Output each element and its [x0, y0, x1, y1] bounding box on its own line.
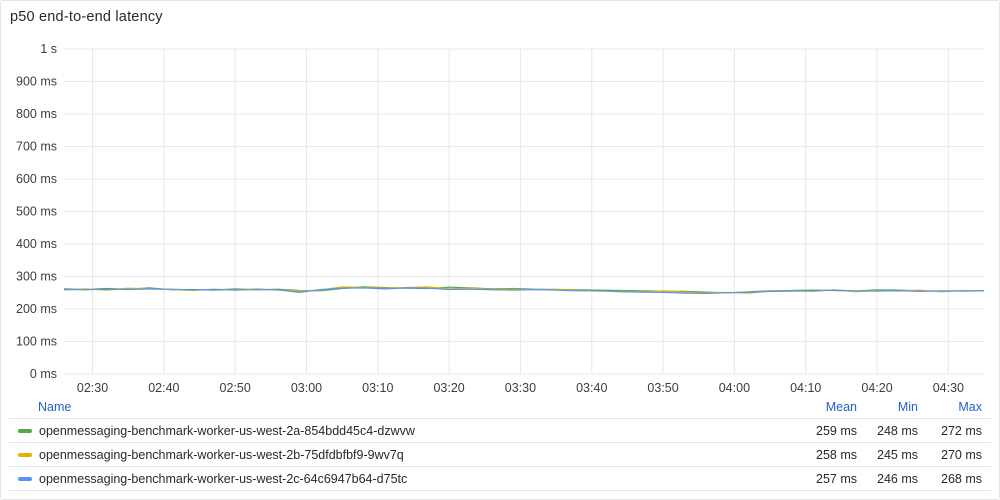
legend-row[interactable]: openmessaging-benchmark-worker-us-west-2…	[9, 467, 991, 491]
x-tick-label: 03:40	[576, 381, 607, 395]
series-swatch	[18, 453, 32, 457]
x-tick-label: 02:30	[77, 381, 108, 395]
legend-table: Name Mean Min Max openmessaging-benchmar…	[9, 397, 991, 491]
y-tick-label: 600 ms	[16, 172, 57, 186]
series-min: 246 ms	[877, 472, 918, 486]
y-tick-label: 700 ms	[16, 140, 57, 154]
series-line-3[interactable]	[63, 287, 985, 294]
series-mean: 257 ms	[816, 472, 857, 486]
legend-header-name[interactable]: Name	[38, 400, 72, 414]
series-min: 248 ms	[877, 424, 918, 438]
x-tick-label: 04:10	[790, 381, 821, 395]
series-name[interactable]: openmessaging-benchmark-worker-us-west-2…	[39, 472, 408, 486]
legend-header: Name Mean Min Max	[9, 397, 991, 419]
series-name[interactable]: openmessaging-benchmark-worker-us-west-2…	[39, 424, 415, 438]
x-tick-label: 03:00	[291, 381, 322, 395]
x-tick-label: 03:10	[362, 381, 393, 395]
series-swatch	[18, 429, 32, 433]
y-tick-label: 300 ms	[16, 270, 57, 284]
chart-grid	[64, 48, 984, 375]
series-max: 272 ms	[941, 424, 982, 438]
y-tick-label: 900 ms	[16, 75, 57, 89]
series-min: 245 ms	[877, 448, 918, 462]
x-tick-label: 04:00	[719, 381, 750, 395]
latency-chart: 0 ms 100 ms 200 ms 300 ms 400 ms 500 ms 600 ms…	[16, 42, 985, 395]
x-axis: 02:30 02:40 02:50 03:00 03:10 03:20 03:30 03:40…	[77, 381, 964, 395]
series-lines	[63, 286, 985, 294]
x-tick-label: 03:20	[433, 381, 464, 395]
x-tick-label: 04:20	[861, 381, 892, 395]
series-name[interactable]: openmessaging-benchmark-worker-us-west-2…	[39, 448, 404, 462]
y-tick-label: 1 s	[40, 42, 57, 56]
y-tick-label: 200 ms	[16, 302, 57, 316]
series-max: 268 ms	[941, 472, 982, 486]
series-mean: 259 ms	[816, 424, 857, 438]
x-tick-label: 02:50	[220, 381, 251, 395]
legend-row[interactable]: openmessaging-benchmark-worker-us-west-2…	[9, 419, 991, 443]
x-tick-label: 04:30	[933, 381, 964, 395]
x-tick-label: 02:40	[148, 381, 179, 395]
y-tick-label: 400 ms	[16, 237, 57, 251]
series-mean: 258 ms	[816, 448, 857, 462]
legend-header-max[interactable]: Max	[958, 400, 982, 414]
x-tick-label: 03:50	[647, 381, 678, 395]
legend-row[interactable]: openmessaging-benchmark-worker-us-west-2…	[9, 443, 991, 467]
series-swatch	[18, 477, 32, 481]
y-tick-label: 100 ms	[16, 335, 57, 349]
legend-header-mean[interactable]: Mean	[825, 400, 857, 414]
y-axis: 0 ms 100 ms 200 ms 300 ms 400 ms 500 ms 600 ms…	[16, 42, 57, 381]
y-tick-label: 0 ms	[30, 367, 57, 381]
series-max: 270 ms	[941, 448, 982, 462]
x-tick-label: 03:30	[505, 381, 536, 395]
legend-header-min[interactable]: Min	[897, 400, 918, 414]
y-tick-label: 800 ms	[16, 107, 57, 121]
y-tick-label: 500 ms	[16, 205, 57, 219]
panel-title[interactable]: p50 end-to-end latency	[10, 9, 163, 25]
